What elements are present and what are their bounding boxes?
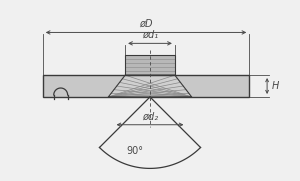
Polygon shape: [125, 55, 175, 75]
Polygon shape: [108, 75, 192, 97]
Text: 90°: 90°: [127, 146, 144, 155]
Text: øD: øD: [139, 18, 153, 28]
Polygon shape: [43, 75, 249, 97]
Text: ød₂: ød₂: [142, 112, 158, 122]
Text: H: H: [272, 81, 279, 91]
Text: ød₁: ød₁: [142, 29, 158, 39]
